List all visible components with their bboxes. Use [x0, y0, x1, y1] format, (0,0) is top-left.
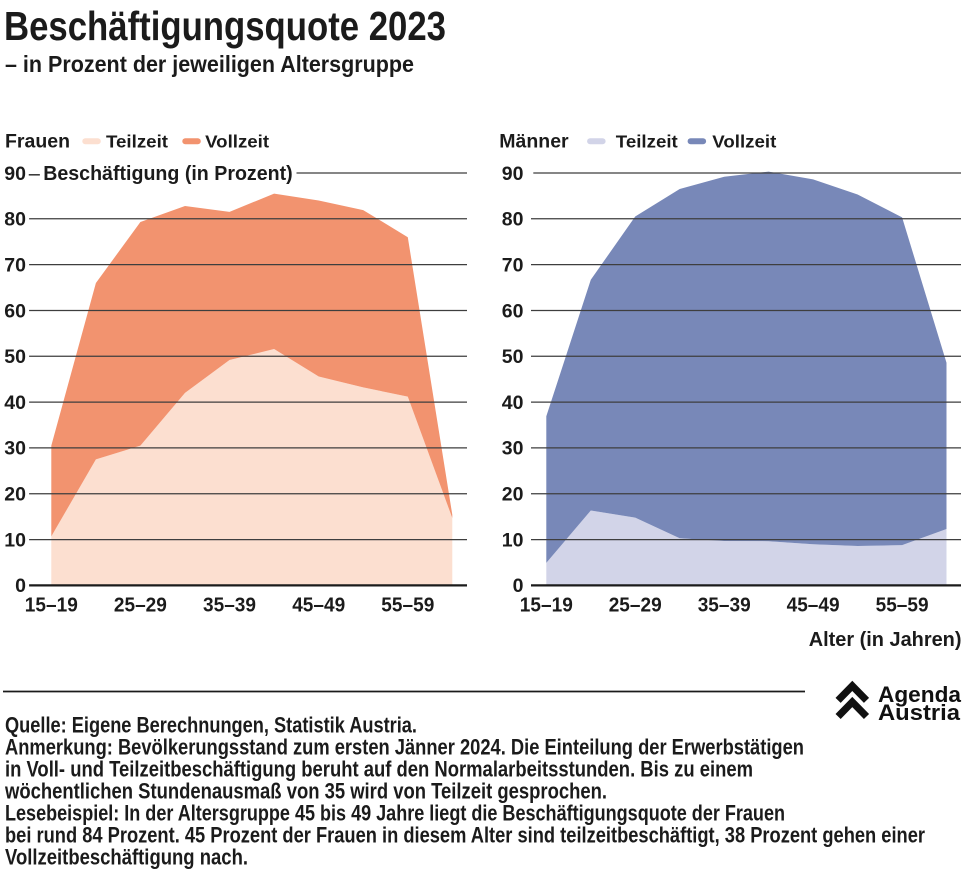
svg-text:10: 10	[4, 529, 26, 551]
svg-text:80: 80	[4, 209, 26, 231]
svg-text:90: 90	[4, 163, 26, 185]
svg-text:Agenda: Agenda	[878, 682, 961, 707]
svg-text:Teilzeit: Teilzeit	[106, 131, 168, 151]
svg-text:Lesebeispiel: In der Altersgru: Lesebeispiel: In der Altersgruppe 45 bis…	[5, 801, 785, 826]
svg-text:70: 70	[4, 254, 26, 276]
svg-text:– in Prozent der jeweiligen Al: – in Prozent der jeweiligen Altersgruppe	[5, 51, 414, 77]
svg-text:Anmerkung: Bevölkerungsstand z: Anmerkung: Bevölkerungsstand zum ersten …	[5, 735, 804, 760]
svg-text:–: –	[29, 163, 41, 185]
svg-text:90: 90	[502, 163, 524, 185]
svg-text:50: 50	[502, 346, 524, 368]
svg-text:40: 40	[502, 392, 524, 414]
svg-text:Austria: Austria	[878, 700, 961, 725]
svg-text:55–59: 55–59	[876, 595, 929, 617]
svg-text:Teilzeit: Teilzeit	[616, 131, 678, 151]
svg-text:0: 0	[15, 575, 26, 597]
svg-text:Quelle: Eigene Berechnungen, S: Quelle: Eigene Berechnungen, Statistik A…	[5, 713, 417, 738]
svg-text:wöchentlichen Stundenausmaß vo: wöchentlichen Stundenausmaß von 35 wird …	[4, 779, 607, 804]
svg-text:55–59: 55–59	[381, 595, 434, 617]
svg-text:50: 50	[4, 346, 26, 368]
svg-text:0: 0	[513, 575, 524, 597]
svg-text:20: 20	[502, 484, 524, 506]
svg-text:bei rund 84 Prozent. 45 Prozen: bei rund 84 Prozent. 45 Prozent der Frau…	[5, 823, 925, 848]
svg-text:Beschäftigung (in Prozent): Beschäftigung (in Prozent)	[43, 163, 293, 185]
svg-text:60: 60	[4, 300, 26, 322]
svg-text:in Voll- und Teilzeitbeschäfti: in Voll- und Teilzeitbeschäftigung beruh…	[5, 757, 753, 782]
svg-text:Vollzeit: Vollzeit	[205, 131, 269, 151]
svg-text:Beschäftigungsquote 2023: Beschäftigungsquote 2023	[4, 3, 446, 49]
svg-text:60: 60	[502, 300, 524, 322]
svg-text:15–19: 15–19	[25, 595, 78, 617]
svg-text:Vollzeit: Vollzeit	[712, 131, 776, 151]
svg-text:25–29: 25–29	[609, 595, 662, 617]
svg-text:20: 20	[4, 484, 26, 506]
svg-text:35–39: 35–39	[203, 595, 256, 617]
svg-text:45–49: 45–49	[292, 595, 345, 617]
svg-text:15–19: 15–19	[520, 595, 573, 617]
svg-text:80: 80	[502, 209, 524, 231]
svg-text:35–39: 35–39	[698, 595, 751, 617]
svg-text:Alter (in Jahren): Alter (in Jahren)	[809, 628, 962, 651]
svg-text:45–49: 45–49	[787, 595, 840, 617]
svg-text:Männer: Männer	[499, 131, 569, 153]
svg-text:25–29: 25–29	[114, 595, 167, 617]
svg-text:70: 70	[502, 254, 524, 276]
svg-text:40: 40	[4, 392, 26, 414]
svg-text:Vollzeitbeschäftigung nach.: Vollzeitbeschäftigung nach.	[5, 845, 248, 870]
svg-text:30: 30	[502, 438, 524, 460]
svg-text:30: 30	[4, 438, 26, 460]
svg-text:10: 10	[502, 529, 524, 551]
svg-text:Frauen: Frauen	[5, 131, 70, 153]
